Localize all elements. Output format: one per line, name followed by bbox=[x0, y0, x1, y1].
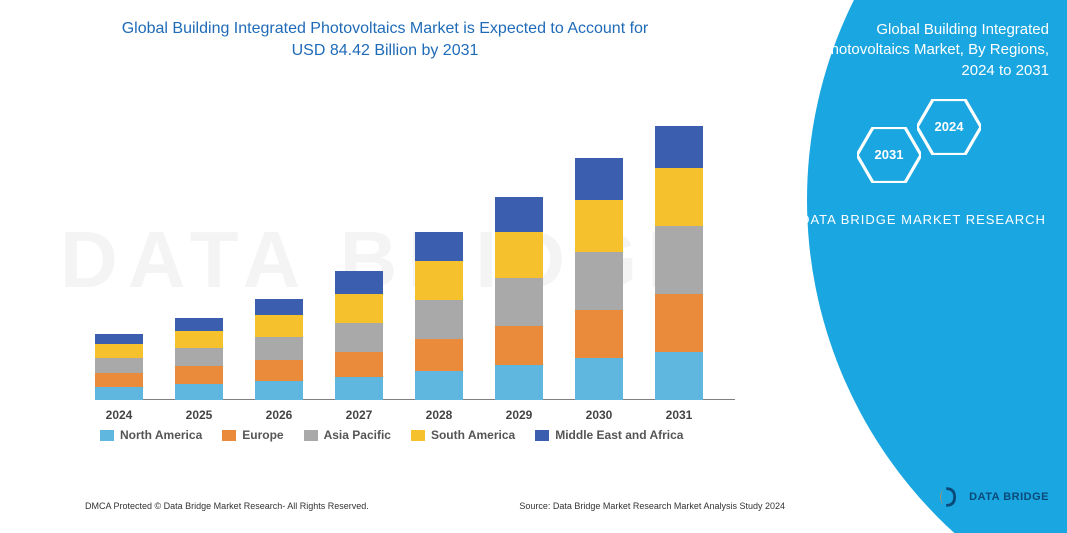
bar-segment bbox=[575, 200, 623, 252]
hexagon-group: 2031 2024 bbox=[827, 95, 1049, 205]
footer: DMCA Protected © Data Bridge Market Rese… bbox=[85, 501, 785, 511]
bar-2024: 2024 bbox=[95, 334, 143, 400]
bar-segment bbox=[335, 352, 383, 378]
bar-segment bbox=[655, 226, 703, 294]
bar-2028: 2028 bbox=[415, 232, 463, 400]
title-line-1: Global Building Integrated Photovoltaics… bbox=[122, 20, 649, 37]
bar-segment bbox=[575, 158, 623, 200]
title-line-2: USD 84.42 Billion by 2031 bbox=[292, 42, 479, 59]
logo-icon bbox=[935, 483, 963, 511]
bar-segment bbox=[255, 360, 303, 381]
footer-dmca: DMCA Protected © Data Bridge Market Rese… bbox=[85, 501, 369, 511]
bar-segment bbox=[175, 318, 223, 331]
bar-segment bbox=[255, 299, 303, 315]
legend-swatch bbox=[304, 430, 318, 441]
bar-2030: 2030 bbox=[575, 158, 623, 400]
brand-text: DATA BRIDGE MARKET RESEARCH bbox=[797, 211, 1049, 229]
hexagon-2031: 2031 bbox=[857, 127, 921, 183]
right-title: Global Building Integrated Photovoltaics… bbox=[797, 20, 1049, 81]
bar-2026: 2026 bbox=[255, 299, 303, 400]
x-axis-label: 2031 bbox=[649, 408, 709, 422]
bar-segment bbox=[335, 323, 383, 352]
hex-label-2024: 2024 bbox=[935, 119, 964, 134]
x-axis-label: 2027 bbox=[329, 408, 389, 422]
bar-segment bbox=[335, 377, 383, 400]
bar-segment bbox=[335, 294, 383, 323]
logo: DATA BRIDGE bbox=[935, 483, 1049, 511]
bar-segment bbox=[415, 232, 463, 261]
bar-2025: 2025 bbox=[175, 318, 223, 400]
hexagon-2024: 2024 bbox=[917, 99, 981, 155]
stacked-bar-chart: 2024 2025 2026 2027 2028 2029 2030 2031 bbox=[95, 100, 735, 400]
bar-segment bbox=[95, 373, 143, 388]
bar-segment bbox=[95, 334, 143, 344]
right-panel: Global Building Integrated Photovoltaics… bbox=[737, 0, 1067, 533]
bar-segment bbox=[95, 358, 143, 373]
bar-2031: 2031 bbox=[655, 126, 703, 400]
bar-segment bbox=[655, 294, 703, 352]
legend-swatch bbox=[411, 430, 425, 441]
bar-segment bbox=[415, 339, 463, 371]
legend-item: South America bbox=[411, 428, 515, 442]
bar-segment bbox=[95, 387, 143, 400]
bar-segment bbox=[495, 326, 543, 365]
bar-segment bbox=[175, 366, 223, 384]
bar-segment bbox=[175, 348, 223, 366]
legend-label: Middle East and Africa bbox=[555, 428, 683, 442]
hex-label-2031: 2031 bbox=[875, 147, 904, 162]
x-axis-label: 2029 bbox=[489, 408, 549, 422]
bar-segment bbox=[495, 365, 543, 400]
bar-segment bbox=[655, 126, 703, 168]
left-panel: Global Building Integrated Photovoltaics… bbox=[0, 0, 770, 533]
bar-segment bbox=[255, 337, 303, 360]
x-axis-label: 2026 bbox=[249, 408, 309, 422]
legend-item: Europe bbox=[222, 428, 283, 442]
bar-segment bbox=[255, 381, 303, 400]
right-content: Global Building Integrated Photovoltaics… bbox=[737, 0, 1067, 533]
bar-segment bbox=[415, 300, 463, 339]
chart-title: Global Building Integrated Photovoltaics… bbox=[0, 0, 770, 67]
bar-segment bbox=[415, 371, 463, 400]
bar-segment bbox=[175, 384, 223, 400]
x-axis-label: 2030 bbox=[569, 408, 629, 422]
bar-segment bbox=[175, 331, 223, 349]
bar-segment bbox=[335, 271, 383, 294]
bar-segment bbox=[255, 315, 303, 338]
bar-segment bbox=[415, 261, 463, 300]
bar-segment bbox=[575, 310, 623, 358]
bar-segment bbox=[655, 168, 703, 226]
bar-segment bbox=[575, 252, 623, 310]
bar-segment bbox=[495, 232, 543, 277]
legend-swatch bbox=[222, 430, 236, 441]
logo-text: DATA BRIDGE bbox=[969, 491, 1049, 503]
bar-segment bbox=[575, 358, 623, 400]
legend-item: Middle East and Africa bbox=[535, 428, 683, 442]
legend-label: Asia Pacific bbox=[324, 428, 391, 442]
footer-source: Source: Data Bridge Market Research Mark… bbox=[519, 501, 785, 511]
legend: North America Europe Asia Pacific South Ame… bbox=[100, 428, 740, 442]
legend-swatch bbox=[100, 430, 114, 441]
legend-swatch bbox=[535, 430, 549, 441]
bar-2029: 2029 bbox=[495, 197, 543, 400]
bar-2027: 2027 bbox=[335, 271, 383, 400]
legend-item: North America bbox=[100, 428, 202, 442]
x-axis-label: 2024 bbox=[89, 408, 149, 422]
bar-segment bbox=[495, 197, 543, 232]
legend-label: South America bbox=[431, 428, 515, 442]
bar-segment bbox=[495, 278, 543, 326]
x-axis-label: 2028 bbox=[409, 408, 469, 422]
bar-segment bbox=[95, 344, 143, 359]
legend-item: Asia Pacific bbox=[304, 428, 391, 442]
bar-segment bbox=[655, 352, 703, 400]
legend-label: North America bbox=[120, 428, 202, 442]
x-axis-label: 2025 bbox=[169, 408, 229, 422]
legend-label: Europe bbox=[242, 428, 283, 442]
